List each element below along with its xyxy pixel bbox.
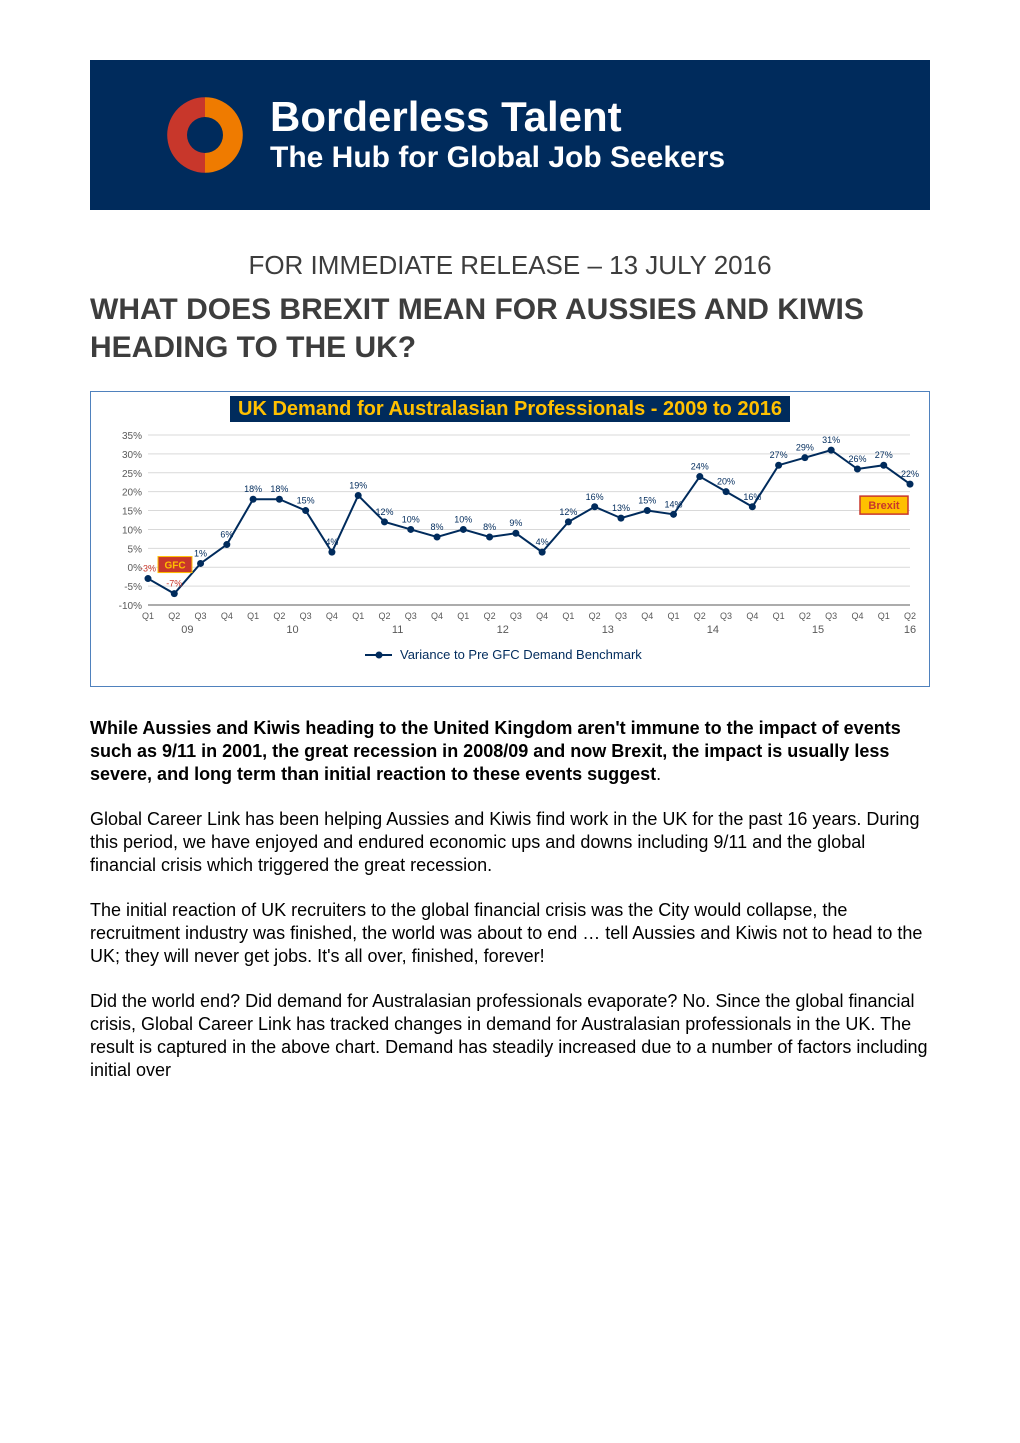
svg-text:24%: 24%	[691, 462, 709, 472]
release-date-line: FOR IMMEDIATE RELEASE – 13 JULY 2016	[90, 250, 930, 281]
svg-text:15%: 15%	[297, 496, 315, 506]
banner-title: Borderless Talent	[270, 94, 725, 140]
svg-text:14: 14	[707, 624, 719, 636]
svg-text:Q2: Q2	[589, 611, 601, 621]
svg-text:12%: 12%	[375, 507, 393, 517]
chart-svg: -10%-5%0%5%10%15%20%25%30%35%-3%-7%1%6%1…	[97, 425, 923, 680]
svg-text:Q2: Q2	[694, 611, 706, 621]
svg-text:25%: 25%	[122, 469, 142, 480]
article-headline: WHAT DOES BREXIT MEAN FOR AUSSIES AND KI…	[90, 291, 930, 366]
svg-text:Q1: Q1	[773, 611, 785, 621]
svg-text:8%: 8%	[483, 522, 496, 532]
svg-text:16%: 16%	[586, 492, 604, 502]
chart-plot-area: -10%-5%0%5%10%15%20%25%30%35%-3%-7%1%6%1…	[97, 425, 923, 680]
svg-text:Q1: Q1	[142, 611, 154, 621]
svg-text:22%: 22%	[901, 469, 919, 479]
svg-text:18%: 18%	[270, 484, 288, 494]
svg-text:20%: 20%	[717, 477, 735, 487]
svg-text:19%: 19%	[349, 480, 367, 490]
svg-text:Q3: Q3	[300, 611, 312, 621]
svg-text:-5%: -5%	[124, 582, 142, 593]
paragraph-4: Did the world end? Did demand for Austra…	[90, 990, 930, 1082]
svg-text:Q1: Q1	[878, 611, 890, 621]
svg-text:Q3: Q3	[615, 611, 627, 621]
intro-bold-text: While Aussies and Kiwis heading to the U…	[90, 718, 901, 784]
svg-text:Q2: Q2	[799, 611, 811, 621]
svg-text:Q4: Q4	[431, 611, 443, 621]
intro-paragraph: While Aussies and Kiwis heading to the U…	[90, 717, 930, 786]
svg-text:10: 10	[286, 624, 298, 636]
svg-text:26%: 26%	[848, 454, 866, 464]
svg-text:16%: 16%	[743, 492, 761, 502]
chart-container: UK Demand for Australasian Professionals…	[90, 391, 930, 687]
svg-text:Q2: Q2	[904, 611, 916, 621]
svg-text:14%: 14%	[665, 499, 683, 509]
svg-text:9%: 9%	[509, 518, 522, 528]
svg-text:Q3: Q3	[825, 611, 837, 621]
svg-text:10%: 10%	[402, 514, 420, 524]
svg-text:4%: 4%	[536, 537, 549, 547]
svg-text:31%: 31%	[822, 435, 840, 445]
banner-subtitle: The Hub for Global Job Seekers	[270, 140, 725, 176]
svg-text:Brexit: Brexit	[868, 500, 900, 512]
svg-text:27%: 27%	[875, 450, 893, 460]
svg-text:6%: 6%	[220, 530, 233, 540]
svg-text:-10%: -10%	[119, 601, 142, 612]
svg-text:Q2: Q2	[273, 611, 285, 621]
svg-text:10%: 10%	[454, 514, 472, 524]
chart-title: UK Demand for Australasian Professionals…	[97, 398, 923, 421]
svg-text:Q1: Q1	[457, 611, 469, 621]
svg-text:10%: 10%	[122, 525, 142, 536]
svg-text:Q3: Q3	[510, 611, 522, 621]
svg-text:Q1: Q1	[668, 611, 680, 621]
svg-text:12: 12	[497, 624, 509, 636]
svg-text:Q2: Q2	[378, 611, 390, 621]
svg-text:15%: 15%	[122, 507, 142, 518]
svg-text:30%: 30%	[122, 450, 142, 461]
svg-text:Q4: Q4	[221, 611, 233, 621]
svg-text:Variance to Pre GFC Demand Ben: Variance to Pre GFC Demand Benchmark	[400, 647, 642, 662]
svg-text:Q3: Q3	[405, 611, 417, 621]
svg-text:13: 13	[602, 624, 614, 636]
svg-text:Q3: Q3	[720, 611, 732, 621]
brand-logo-icon	[160, 90, 250, 180]
banner: Borderless Talent The Hub for Global Job…	[90, 60, 930, 210]
svg-text:29%: 29%	[796, 443, 814, 453]
svg-text:13%: 13%	[612, 503, 630, 513]
svg-text:-7%: -7%	[166, 579, 182, 589]
svg-text:12%: 12%	[559, 507, 577, 517]
intro-tail: .	[656, 764, 661, 784]
svg-text:Q4: Q4	[641, 611, 653, 621]
svg-text:16: 16	[904, 624, 916, 636]
svg-text:Q4: Q4	[851, 611, 863, 621]
svg-text:GFC: GFC	[164, 561, 185, 572]
svg-text:35%: 35%	[122, 431, 142, 442]
svg-text:1%: 1%	[194, 548, 207, 558]
chart-title-text: UK Demand for Australasian Professionals…	[230, 396, 790, 422]
svg-text:15%: 15%	[638, 496, 656, 506]
paragraph-3: The initial reaction of UK recruiters to…	[90, 899, 930, 968]
svg-text:Q1: Q1	[562, 611, 574, 621]
svg-text:8%: 8%	[431, 522, 444, 532]
svg-text:09: 09	[181, 624, 193, 636]
svg-text:Q3: Q3	[195, 611, 207, 621]
paragraph-2: Global Career Link has been helping Auss…	[90, 808, 930, 877]
svg-text:18%: 18%	[244, 484, 262, 494]
svg-text:Q1: Q1	[352, 611, 364, 621]
svg-text:Q1: Q1	[247, 611, 259, 621]
svg-text:4%: 4%	[325, 537, 338, 547]
banner-text-block: Borderless Talent The Hub for Global Job…	[270, 94, 725, 176]
svg-text:15: 15	[812, 624, 824, 636]
svg-text:11: 11	[392, 624, 403, 636]
svg-text:Q4: Q4	[326, 611, 338, 621]
svg-text:27%: 27%	[770, 450, 788, 460]
svg-text:5%: 5%	[128, 544, 143, 555]
svg-text:Q2: Q2	[168, 611, 180, 621]
svg-text:Q4: Q4	[536, 611, 548, 621]
svg-text:20%: 20%	[122, 488, 142, 499]
svg-text:Q2: Q2	[484, 611, 496, 621]
svg-text:Q4: Q4	[746, 611, 758, 621]
svg-text:-3%: -3%	[140, 564, 156, 574]
